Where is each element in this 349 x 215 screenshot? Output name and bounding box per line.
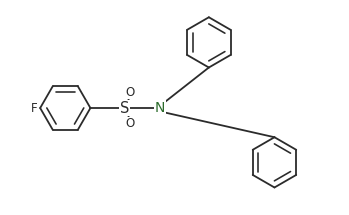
- Text: N: N: [155, 101, 165, 115]
- Text: S: S: [120, 101, 129, 115]
- Text: O: O: [125, 117, 134, 131]
- Text: F: F: [30, 101, 37, 115]
- Text: O: O: [125, 86, 134, 99]
